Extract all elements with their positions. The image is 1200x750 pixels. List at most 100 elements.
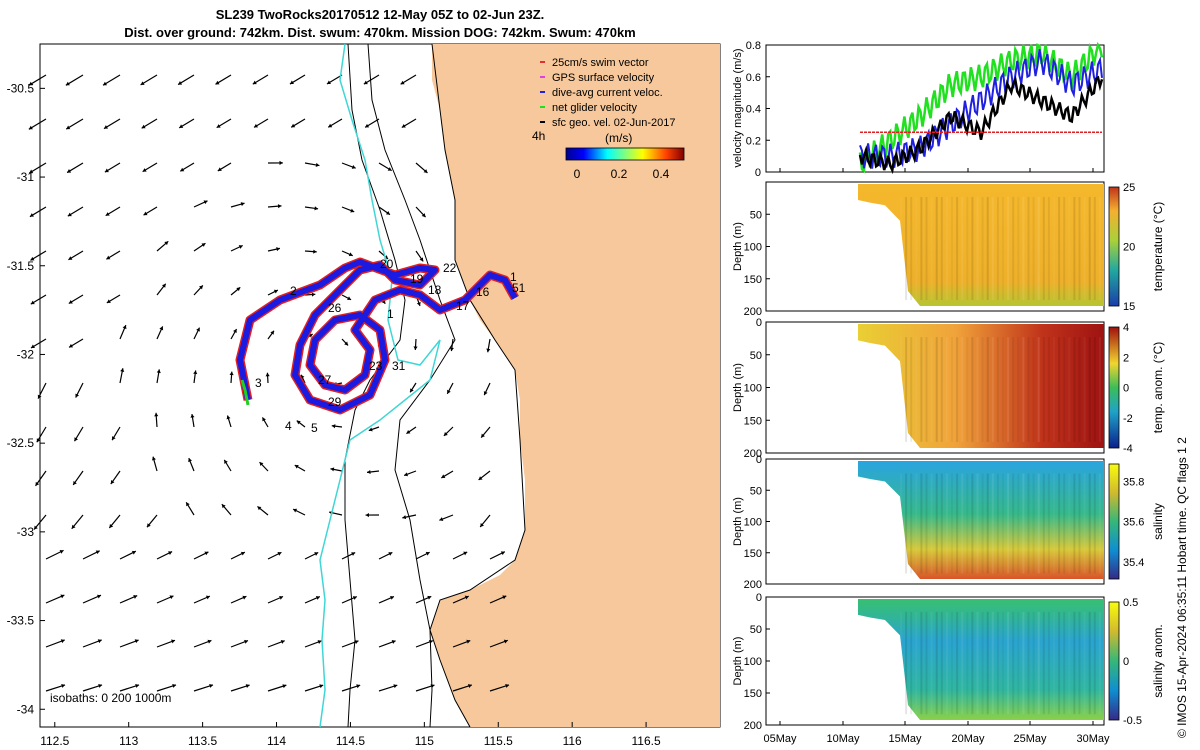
- velocity-arrowhead: [388, 552, 393, 556]
- velocity-arrowhead: [262, 417, 266, 422]
- profile-texture-streak: [930, 196, 933, 301]
- velocity-arrowhead: [188, 458, 192, 463]
- velocity-arrowhead: [406, 430, 411, 434]
- profile-y-tick-label: 0: [756, 592, 762, 604]
- map-legend: 25cm/s swim vector GPS surface velocity di…: [540, 57, 676, 129]
- velocity-arrowhead: [159, 326, 164, 331]
- track-label: 29: [328, 395, 342, 409]
- colorbar-tick-label: 20: [1123, 242, 1135, 254]
- velocity-arrowhead: [400, 80, 405, 85]
- profile-texture-streak: [1068, 611, 1071, 715]
- track-blue-line: [237, 259, 518, 413]
- profile-texture-streak: [935, 196, 938, 301]
- velocity-arrowhead: [464, 595, 469, 600]
- velocity-arrowhead: [106, 255, 111, 260]
- legend-label: dive-avg current veloc.: [552, 87, 663, 99]
- profile-y-tick-label: 150: [744, 274, 762, 286]
- profile-colorbar: [1108, 463, 1120, 580]
- velocity-arrowhead: [179, 124, 184, 128]
- velocity-arrowhead: [199, 285, 203, 290]
- velocity-arrowhead: [385, 211, 390, 215]
- velocity-arrowhead: [389, 596, 394, 600]
- velocity-arrowhead: [391, 640, 396, 644]
- velocity-arrowhead: [29, 213, 34, 217]
- footer-credit: © IMOS 15-Apr-2024 06:35:11 Hobart time.…: [1175, 437, 1189, 738]
- profile-texture-streak: [1012, 196, 1015, 301]
- velocity-arrowhead: [410, 388, 414, 393]
- profile-texture-streak: [1042, 611, 1045, 715]
- profile-texture-streak: [986, 473, 989, 574]
- velocity-arrowhead: [401, 124, 406, 128]
- velocity-arrowhead: [326, 80, 331, 85]
- profile-texture-streak: [1042, 337, 1045, 442]
- profile-texture-streak: [1083, 196, 1086, 301]
- velocity-y-tick-label: 0.6: [746, 72, 761, 84]
- velocity-arrowhead: [60, 594, 65, 599]
- velocity-arrowhead: [164, 241, 169, 246]
- velocity-arrowhead: [36, 438, 41, 443]
- map-y-tick-label: -32.5: [7, 436, 35, 450]
- profile-texture-streak: [1053, 473, 1055, 574]
- velocity-arrowhead: [315, 162, 320, 167]
- velocity-arrowhead: [265, 372, 270, 377]
- profile-ylabel: Depth (m): [732, 497, 744, 546]
- profile-fill: [858, 184, 1104, 306]
- velocity-arrowhead: [30, 256, 35, 261]
- speed-colorbar: [565, 147, 685, 161]
- velocity-arrowhead: [204, 551, 209, 556]
- colorbar-tick-label: 4: [1123, 322, 1129, 334]
- track-label: 51: [512, 281, 526, 295]
- profile-texture-streak: [991, 611, 994, 715]
- velocity-arrowhead: [105, 212, 110, 216]
- profile-texture-streak: [1098, 611, 1101, 715]
- velocity-arrowhead: [216, 124, 221, 128]
- profile-texture-streak: [956, 611, 959, 715]
- profile-y-tick-label: 50: [750, 209, 762, 221]
- glider-track: [235, 257, 519, 415]
- profile-texture-streak: [1017, 611, 1020, 715]
- profile-panel: Depth (m) 0 50 100 150 200 35.4 35.6 35.8 salinit…: [732, 454, 1165, 591]
- legend-label: GPS surface velocity: [552, 72, 655, 84]
- profile-texture-streak: [920, 337, 923, 442]
- velocity-arrowhead: [154, 412, 159, 417]
- velocity-arrowhead: [350, 208, 355, 213]
- profile-texture-streak: [1027, 196, 1030, 301]
- velocity-arrowhead: [161, 283, 166, 288]
- velocity-arrowhead: [270, 330, 274, 335]
- velocity-arrowhead: [109, 523, 114, 528]
- profile-texture-streak: [900, 337, 902, 442]
- profile-texture-streak: [1088, 196, 1091, 301]
- velocity-arrowhead: [277, 204, 282, 209]
- velocity-arrowhead: [240, 551, 245, 556]
- colorbar-tick-label: 0.4: [653, 167, 670, 181]
- profile-texture-streak: [976, 337, 979, 442]
- cyan-contour-line: [319, 43, 441, 728]
- profile-texture-streak: [940, 473, 943, 574]
- profile-y-tick-label: 0: [756, 317, 762, 329]
- velocity-arrowhead: [209, 683, 214, 688]
- profile-texture-streak: [996, 473, 999, 574]
- velocity-arrowhead: [427, 595, 432, 600]
- velocity-arrowhead: [61, 683, 66, 688]
- profile-texture-streak: [971, 196, 974, 301]
- velocity-arrowhead: [363, 80, 368, 85]
- profile-texture-streak: [961, 337, 964, 442]
- profile-texture-streak: [940, 196, 943, 301]
- profile-texture-streak: [925, 473, 928, 574]
- velocity-arrowhead: [134, 639, 139, 644]
- profile-texture-streak: [971, 337, 974, 442]
- colorbar-tick-label: 0: [1123, 383, 1129, 395]
- profile-texture-streak: [956, 473, 959, 574]
- track-label: 26: [328, 301, 342, 315]
- velocity-arrowhead: [242, 595, 247, 600]
- velocity-arrowhead: [66, 125, 71, 130]
- velocity-arrowhead: [344, 341, 349, 346]
- velocity-arrowhead: [221, 504, 226, 509]
- velocity-arrowhead: [193, 370, 198, 375]
- velocity-arrowhead: [443, 431, 448, 436]
- profile-texture-streak: [1053, 611, 1055, 715]
- map-y-tick-label: -33.5: [7, 614, 35, 628]
- map-x-tick-label: 115: [415, 734, 434, 748]
- velocity-arrowhead: [365, 123, 370, 128]
- map-y-tick-label: -32: [17, 347, 35, 361]
